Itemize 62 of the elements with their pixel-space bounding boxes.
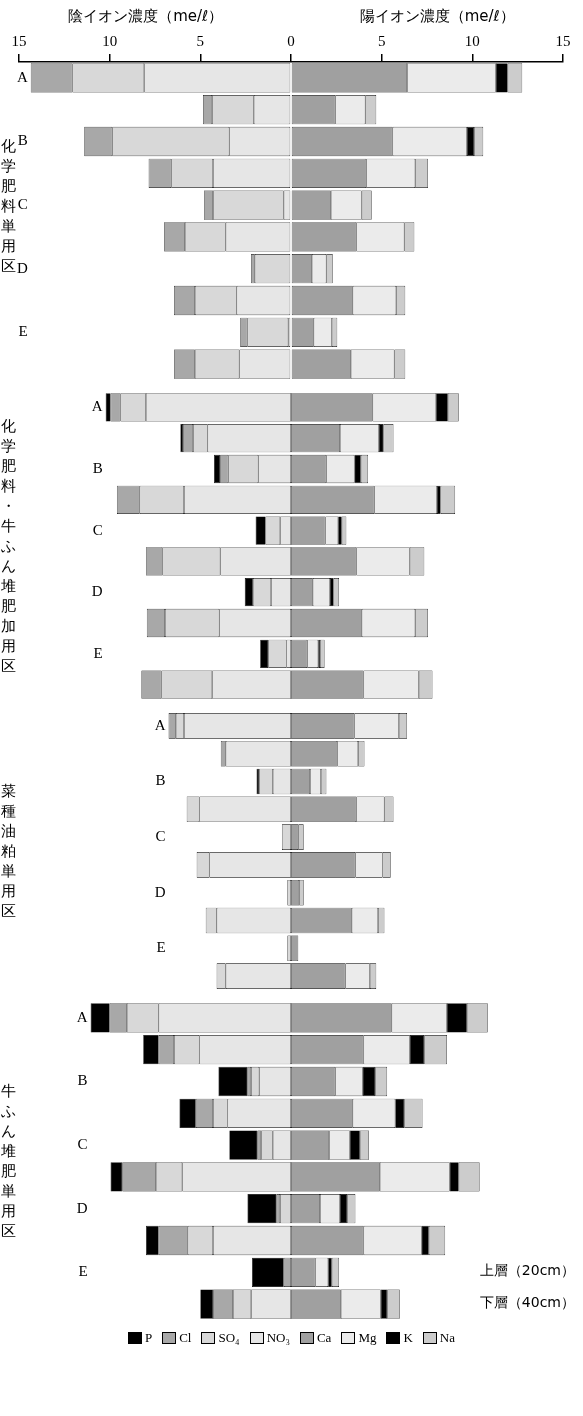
y-tick-label: B: [155, 772, 166, 789]
y-tick-label: E: [93, 644, 103, 661]
bar: [449, 1162, 459, 1192]
legend-label: Na: [439, 1330, 456, 1346]
annotation: 下層（40cm）: [479, 1294, 575, 1313]
text: 化学肥料・牛ふん堆肥加用区: [0, 417, 16, 675]
y-tick-label: C: [155, 828, 166, 845]
legend-label: P: [144, 1330, 153, 1346]
bar: [466, 126, 475, 157]
text: 陽イオン濃度（me/ℓ）: [358, 7, 516, 26]
bar: [247, 1194, 277, 1224]
bar: [213, 454, 221, 484]
y-tick-label: E: [18, 323, 28, 340]
legend-label: Mg: [358, 1330, 377, 1346]
bar: [200, 1289, 214, 1319]
y-tick-label: D: [16, 259, 28, 276]
x-tick-label: 10: [102, 32, 118, 49]
y-tick-label: D: [91, 583, 103, 600]
y-tick-label: D: [76, 1199, 88, 1216]
bar: [145, 1225, 159, 1256]
legend-label: Ca: [316, 1330, 332, 1346]
y-tick-label: C: [92, 521, 103, 538]
bar: [218, 1066, 248, 1097]
legend-label: SO₄: [218, 1330, 240, 1346]
bar: [105, 393, 111, 422]
y-tick-label: A: [91, 398, 103, 415]
y-axis-title: 化学肥料単用区: [0, 136, 16, 276]
bar: [229, 1130, 258, 1160]
bar: [90, 1003, 110, 1033]
y-tick-label: C: [17, 196, 28, 213]
legend-label: NO₃: [266, 1330, 290, 1346]
y-tick-label: A: [76, 1008, 88, 1025]
y-axis-title: 菜種油粕単用区: [0, 781, 16, 921]
y-tick-label: A: [154, 716, 166, 733]
legend-label: Cl: [179, 1330, 192, 1346]
x-tick-label: 5: [196, 32, 205, 49]
bar: [255, 516, 266, 545]
bar: [110, 1162, 123, 1192]
x-tick-label: 15: [555, 32, 571, 49]
bar: [436, 393, 448, 422]
y-tick-label: E: [78, 1263, 88, 1280]
y-tick-label: E: [156, 939, 166, 956]
bar: [421, 1225, 429, 1256]
bar: [380, 1289, 388, 1319]
y-tick-label: D: [154, 883, 166, 900]
text: 陰イオン濃度（me/ℓ）: [67, 7, 225, 26]
x-tick-label: 15: [11, 32, 27, 49]
y-axis-title: 牛ふん堆肥単用区: [0, 1081, 16, 1241]
y-tick-label: B: [92, 459, 103, 476]
bar: [362, 1066, 376, 1097]
bar: [446, 1003, 467, 1033]
annotation: 上層（20cm）: [479, 1262, 575, 1281]
x-tick-label: 0: [287, 32, 295, 49]
y-tick-label: A: [16, 68, 28, 85]
bar: [349, 1130, 360, 1160]
x-tick-label: 5: [377, 32, 386, 49]
y-tick-label: B: [17, 132, 28, 149]
y-tick-label: B: [77, 1072, 88, 1089]
bar: [354, 454, 361, 484]
x-tick-label: 10: [464, 32, 480, 49]
y-tick-label: C: [77, 1136, 88, 1153]
legend-label: K: [403, 1330, 413, 1346]
